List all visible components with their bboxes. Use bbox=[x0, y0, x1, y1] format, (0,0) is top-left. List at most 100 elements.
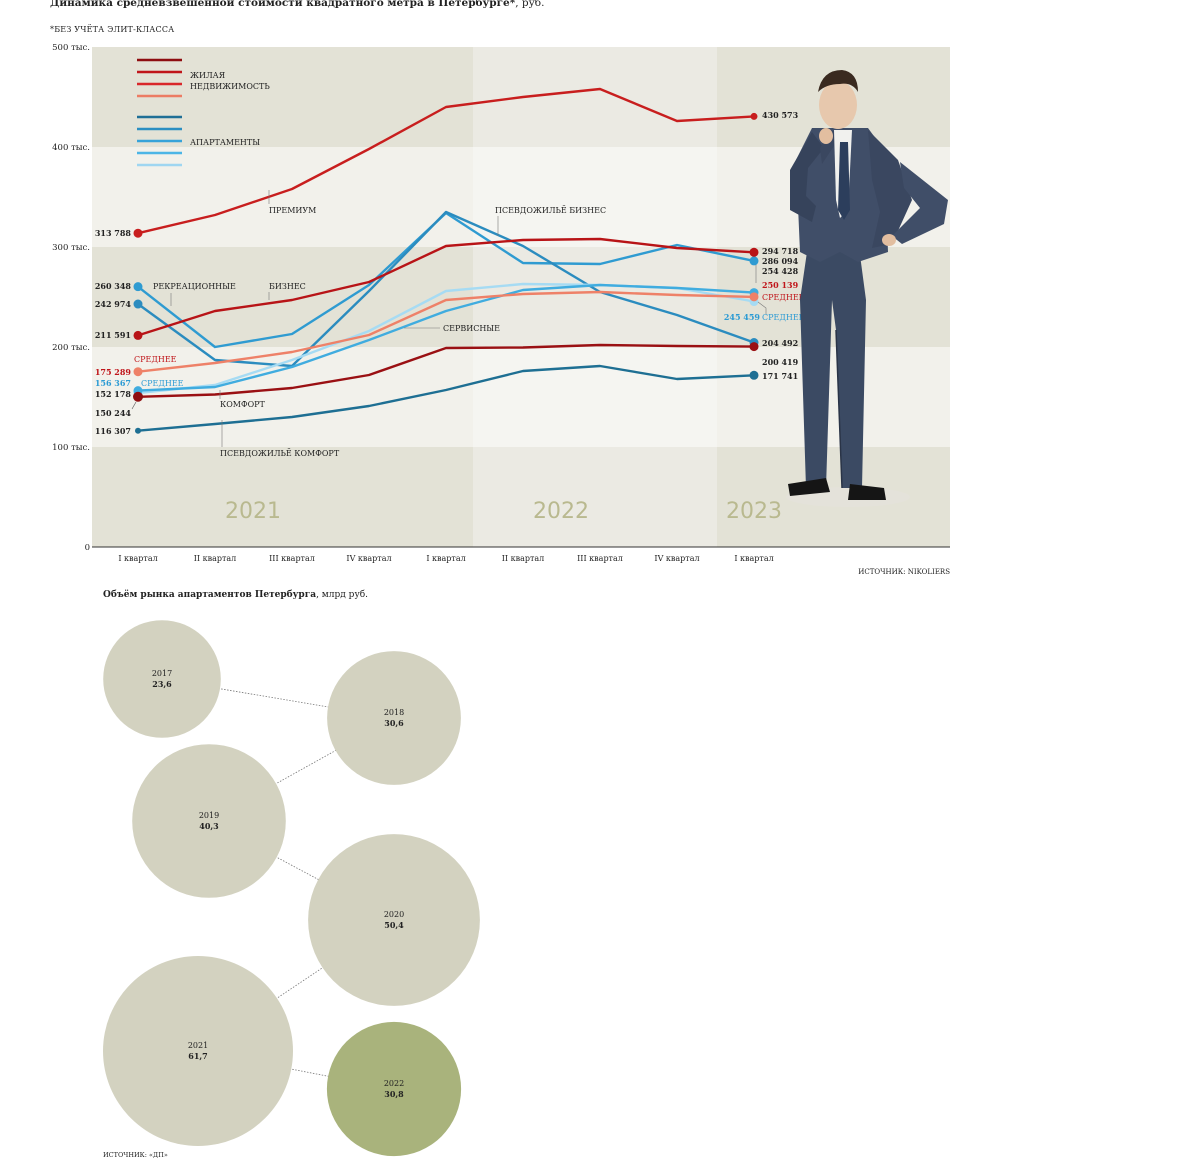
x-tick-label: III квартал bbox=[577, 554, 623, 563]
bubble bbox=[103, 620, 221, 738]
bubble-value-label: 30,8 bbox=[384, 1089, 404, 1099]
businessman-illustration bbox=[786, 70, 948, 507]
series-start-dot bbox=[133, 228, 143, 238]
inline-label: КОМФОРТ bbox=[220, 400, 266, 409]
end-value-label: 250 139 bbox=[762, 280, 799, 290]
bubble-year-label: 2021 bbox=[188, 1041, 208, 1050]
end-value-label: 254 428 bbox=[762, 266, 799, 276]
end-value-label: 204 492 bbox=[762, 338, 798, 348]
series-line bbox=[137, 343, 755, 398]
bubble-value-label: 50,4 bbox=[384, 920, 404, 930]
x-axis: I квартал II квартал III квартал IV квартал… bbox=[118, 554, 950, 576]
inline-label: СРЕДНЕЕ bbox=[762, 293, 805, 302]
series-start-dot bbox=[133, 282, 143, 292]
x-tick-label: IV квартал bbox=[654, 554, 699, 563]
y-tick-label: 400 тыс. bbox=[52, 143, 90, 153]
x-tick-label: II квартал bbox=[194, 554, 237, 563]
chart-source: ИСТОЧНИК: NIKOLIERS bbox=[858, 568, 950, 576]
start-value-label: 242 974 bbox=[95, 299, 132, 309]
year-label: 2021 bbox=[225, 499, 281, 524]
bubble-value-label: 30,6 bbox=[384, 718, 404, 728]
line-chart: 0 100 тыс. 200 тыс. 300 тыс. 400 тыс. 500 тыс… bbox=[52, 43, 950, 576]
inline-label: СРЕДНЕЕ bbox=[762, 313, 805, 322]
series-end-dot bbox=[750, 112, 758, 120]
band-2022 bbox=[473, 147, 717, 247]
series-end-dot bbox=[749, 256, 759, 266]
start-value-label: 260 348 bbox=[95, 281, 132, 291]
series-line bbox=[137, 290, 755, 373]
band-2022 bbox=[473, 347, 717, 447]
inline-label: ПСЕВДОЖИЛЬЁ КОМФОРТ bbox=[220, 449, 340, 458]
bubble bbox=[103, 956, 293, 1146]
end-value-label: 200 419 bbox=[762, 357, 799, 367]
inline-label: СРЕДНЕЕ bbox=[134, 355, 177, 364]
legend-label: АПАРТАМЕНТЫ bbox=[190, 138, 260, 147]
inline-label: ПСЕВДОЖИЛЬЁ БИЗНЕС bbox=[495, 206, 606, 215]
footnote: *БЕЗ УЧЁТА ЭЛИТ-КЛАССА bbox=[50, 25, 175, 34]
x-tick-label: I квартал bbox=[118, 554, 157, 563]
start-value-label: 116 307 bbox=[95, 426, 131, 436]
band-2022 bbox=[473, 447, 717, 547]
end-value-label: 294 718 bbox=[762, 246, 799, 256]
legend-label: НЕДВИЖИМОСТЬ bbox=[190, 82, 270, 91]
inline-label: ПРЕМИУМ bbox=[269, 206, 316, 215]
bubble-year-label: 2018 bbox=[384, 708, 404, 717]
start-value-label: 175 289 bbox=[95, 367, 132, 377]
leader-line bbox=[757, 301, 767, 314]
legend: ЖИЛАЯ НЕДВИЖИМОСТЬ АПАРТАМЕНТЫ bbox=[137, 58, 270, 167]
end-value-label: 430 573 bbox=[762, 110, 799, 120]
series-line bbox=[137, 364, 755, 432]
bubble-connector bbox=[208, 717, 395, 822]
inline-label: РЕКРЕАЦИОННЫЕ bbox=[153, 282, 236, 291]
bubble-value-label: 61,7 bbox=[188, 1051, 207, 1061]
extra-dot bbox=[133, 391, 143, 402]
end-value-label: 171 741 bbox=[762, 371, 798, 381]
leader-line bbox=[131, 401, 137, 410]
series-start-dot bbox=[133, 367, 143, 377]
y-tick-label: 0 bbox=[85, 543, 90, 553]
band-2022 bbox=[473, 247, 717, 347]
bubble-value-label: 23,6 bbox=[152, 679, 172, 689]
series-line bbox=[137, 237, 755, 337]
y-axis: 0 100 тыс. 200 тыс. 300 тыс. 400 тыс. 500 тыс… bbox=[52, 43, 950, 553]
y-tick-label: 300 тыс. bbox=[52, 243, 90, 253]
series-line bbox=[137, 283, 755, 392]
y-tick-label: 500 тыс. bbox=[52, 43, 90, 53]
start-value-label: 152 178 bbox=[95, 389, 132, 399]
legend-label: ЖИЛАЯ bbox=[190, 71, 226, 80]
end-value-label: 245 459 bbox=[724, 312, 761, 322]
series-end-dot bbox=[749, 247, 759, 257]
x-tick-label: I квартал bbox=[734, 554, 773, 563]
series-end-dot bbox=[749, 370, 759, 380]
bubble bbox=[326, 1021, 462, 1157]
start-value-label: 313 788 bbox=[95, 228, 132, 238]
x-tick-label: III квартал bbox=[269, 554, 315, 563]
x-tick-label: I квартал bbox=[426, 554, 465, 563]
series-start-dot bbox=[133, 330, 143, 340]
start-value-label: 156 367 bbox=[95, 378, 131, 388]
chart-title: Динамика средневзвешенной стоимости квад… bbox=[50, 0, 545, 9]
series-start-dot bbox=[133, 299, 143, 309]
band-2022 bbox=[473, 47, 717, 147]
year-label: 2022 bbox=[533, 499, 589, 524]
bubble-year-label: 2020 bbox=[384, 910, 404, 919]
bubble bbox=[327, 651, 461, 785]
bubble bbox=[308, 834, 480, 1006]
x-tick-label: IV квартал bbox=[346, 554, 391, 563]
inline-label: СРЕДНЕЕ bbox=[141, 379, 184, 388]
inline-label: СЕРВИСНЫЕ bbox=[443, 324, 500, 333]
start-value-label: 211 591 bbox=[95, 330, 131, 340]
year-labels: 2021 2022 2023 bbox=[225, 499, 782, 524]
year-label: 2023 bbox=[726, 499, 782, 524]
series-end-dot bbox=[749, 292, 759, 302]
y-tick-label: 100 тыс. bbox=[52, 443, 90, 453]
start-value-label: 150 244 bbox=[95, 408, 132, 418]
bubble-year-label: 2019 bbox=[199, 811, 219, 820]
end-value-label: 286 094 bbox=[762, 256, 799, 266]
y-tick-label: 200 тыс. bbox=[52, 343, 90, 353]
x-tick-label: II квартал bbox=[502, 554, 545, 563]
bubble-source: ИСТОЧНИК: «ДП» bbox=[103, 1151, 168, 1159]
